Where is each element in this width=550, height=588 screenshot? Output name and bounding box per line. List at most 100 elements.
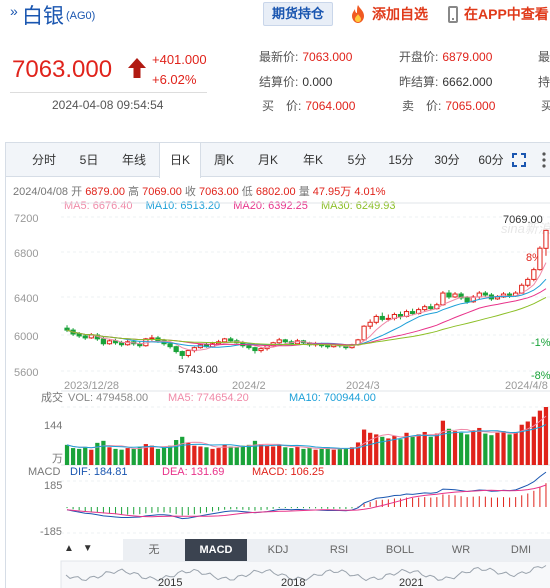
candles <box>64 229 549 360</box>
nav-down-arrow[interactable]: ▼ <box>82 543 93 554</box>
last-price: 7063.000 <box>12 56 113 83</box>
field-value: 7065.000 <box>445 99 496 113</box>
field-value: 0.000 <box>302 75 333 89</box>
volume-bar <box>458 432 464 465</box>
tab-5min[interactable]: 5分 <box>347 153 367 167</box>
volume-bar <box>404 432 409 465</box>
volume-bar <box>289 448 294 465</box>
add-watchlist-button[interactable]: 添加自选 <box>348 2 428 26</box>
candle-body <box>185 350 191 356</box>
field-label: 买 <box>541 99 550 113</box>
y-tick-label: 6800 <box>14 248 38 260</box>
volume-bar <box>95 442 100 465</box>
volume-bar <box>483 433 488 465</box>
tab-monthly-k[interactable]: 月K <box>257 153 278 167</box>
overview-path <box>65 565 547 582</box>
macd-bottom-label: -185 <box>40 526 62 538</box>
candle-body <box>525 278 531 286</box>
candle-body <box>379 315 385 320</box>
volume-bar <box>295 446 300 465</box>
tab-5day[interactable]: 5日 <box>79 153 99 167</box>
chevron-icon[interactable]: » <box>10 3 18 19</box>
volume-bar <box>392 436 397 465</box>
volume-bar <box>507 434 512 465</box>
indicator-tab-rsi[interactable]: RSI <box>329 544 349 556</box>
candle-body <box>228 338 234 342</box>
candle-body <box>537 247 543 271</box>
candle-body <box>282 339 288 343</box>
field-label: 开盘价: <box>399 50 439 64</box>
tab-year-line[interactable]: 年线 <box>121 153 146 167</box>
field-bidvol-cut: 买 <box>541 97 550 114</box>
volume-bar <box>525 421 530 465</box>
volume-bar <box>246 444 252 465</box>
volume-bar <box>301 448 306 465</box>
candle-body <box>118 342 125 346</box>
macd-legend: MACD: 106.25 <box>252 466 324 478</box>
pct-value: 4.01% <box>354 186 386 198</box>
watermark: sina新浪财经 <box>501 221 550 236</box>
low-value: 6802.00 <box>255 186 296 198</box>
volume-bar <box>343 448 349 465</box>
tab-30min[interactable]: 30分 <box>434 153 460 167</box>
volume-bar <box>283 447 288 465</box>
candle-body <box>446 292 452 298</box>
volume-bar <box>471 430 476 465</box>
tab-daily-k[interactable]: 日K <box>159 143 201 178</box>
volume-grid <box>61 406 550 466</box>
candle-body <box>482 292 488 296</box>
header-bar: » 白银 (AG0) 期货持仓 添加自选 在APP中查看 <box>0 0 550 32</box>
volume-bar <box>434 433 439 465</box>
field-label: 卖 价: <box>402 99 442 113</box>
macd-title: MACD <box>28 466 60 478</box>
indicator-tab-boll[interactable]: BOLL <box>385 544 415 556</box>
indicator-tab-wr[interactable]: WR <box>451 544 471 556</box>
indicator-tab-macd[interactable]: MACD <box>185 539 247 561</box>
volume-label: 量 <box>298 186 310 198</box>
field-label: 买 价: <box>262 99 302 113</box>
volume-ma5-line <box>66 415 547 450</box>
tab-60min[interactable]: 60分 <box>478 153 504 167</box>
volume-bar <box>89 449 94 465</box>
tab-intraday[interactable]: 分时 <box>31 153 56 167</box>
ohlc-date: 2024/04/08 <box>13 186 69 198</box>
fullscreen-icon[interactable] <box>512 153 526 167</box>
candle-body <box>112 340 119 344</box>
volume-bar <box>77 448 82 465</box>
indicator-tab-kdj[interactable]: KDJ <box>267 544 289 556</box>
volume-bar <box>149 445 155 465</box>
phone-icon <box>448 5 458 23</box>
indicator-tab-dmi[interactable]: DMI <box>510 544 532 556</box>
nav-up-arrow[interactable]: ▲ <box>64 543 74 554</box>
tab-15min[interactable]: 15分 <box>388 153 414 167</box>
field-value: 7063.000 <box>302 50 353 64</box>
volume-bar <box>277 444 282 465</box>
tab-weekly-k[interactable]: 周K <box>213 153 234 167</box>
volume-value: 47.95万 <box>312 186 352 198</box>
field-value: 7064.000 <box>305 99 356 113</box>
volume-bar <box>64 444 70 465</box>
volume-bar <box>495 432 500 465</box>
tab-yearly-k[interactable]: 年K <box>302 153 323 167</box>
volume-bar <box>313 449 318 465</box>
volume-bar <box>258 444 264 465</box>
candle-body <box>397 314 404 317</box>
field-label: 昨结算: <box>399 75 439 89</box>
settings-icon[interactable] <box>537 151 550 169</box>
dif-legend: DIF: 184.81 <box>70 466 127 478</box>
candle-body <box>373 315 379 323</box>
futures-position-button[interactable]: 期货持仓 <box>263 2 333 26</box>
field-label: 持 <box>538 75 550 89</box>
vol-ma5-legend: MA5: 774654.20 <box>168 392 249 404</box>
y-tick-label: 6400 <box>14 293 38 305</box>
open-app-button[interactable]: 在APP中查看 <box>448 2 549 26</box>
chart-frame: 分时 5日 年线 日K 周K 月K 年K 5分 15分 30分 60分 2024… <box>5 142 550 588</box>
chart-canvas[interactable]: sina新浪财经 7200 6800 6400 6000 5600 8% -1%… <box>6 143 550 588</box>
candle-body <box>252 347 258 352</box>
low-marker-label: 5743.00 <box>178 364 218 376</box>
candle-body <box>106 340 113 345</box>
volume-bar <box>180 436 185 465</box>
candle-body <box>440 292 446 306</box>
indicator-tab-none[interactable]: 无 <box>148 544 160 556</box>
overview-strip[interactable] <box>60 560 550 588</box>
